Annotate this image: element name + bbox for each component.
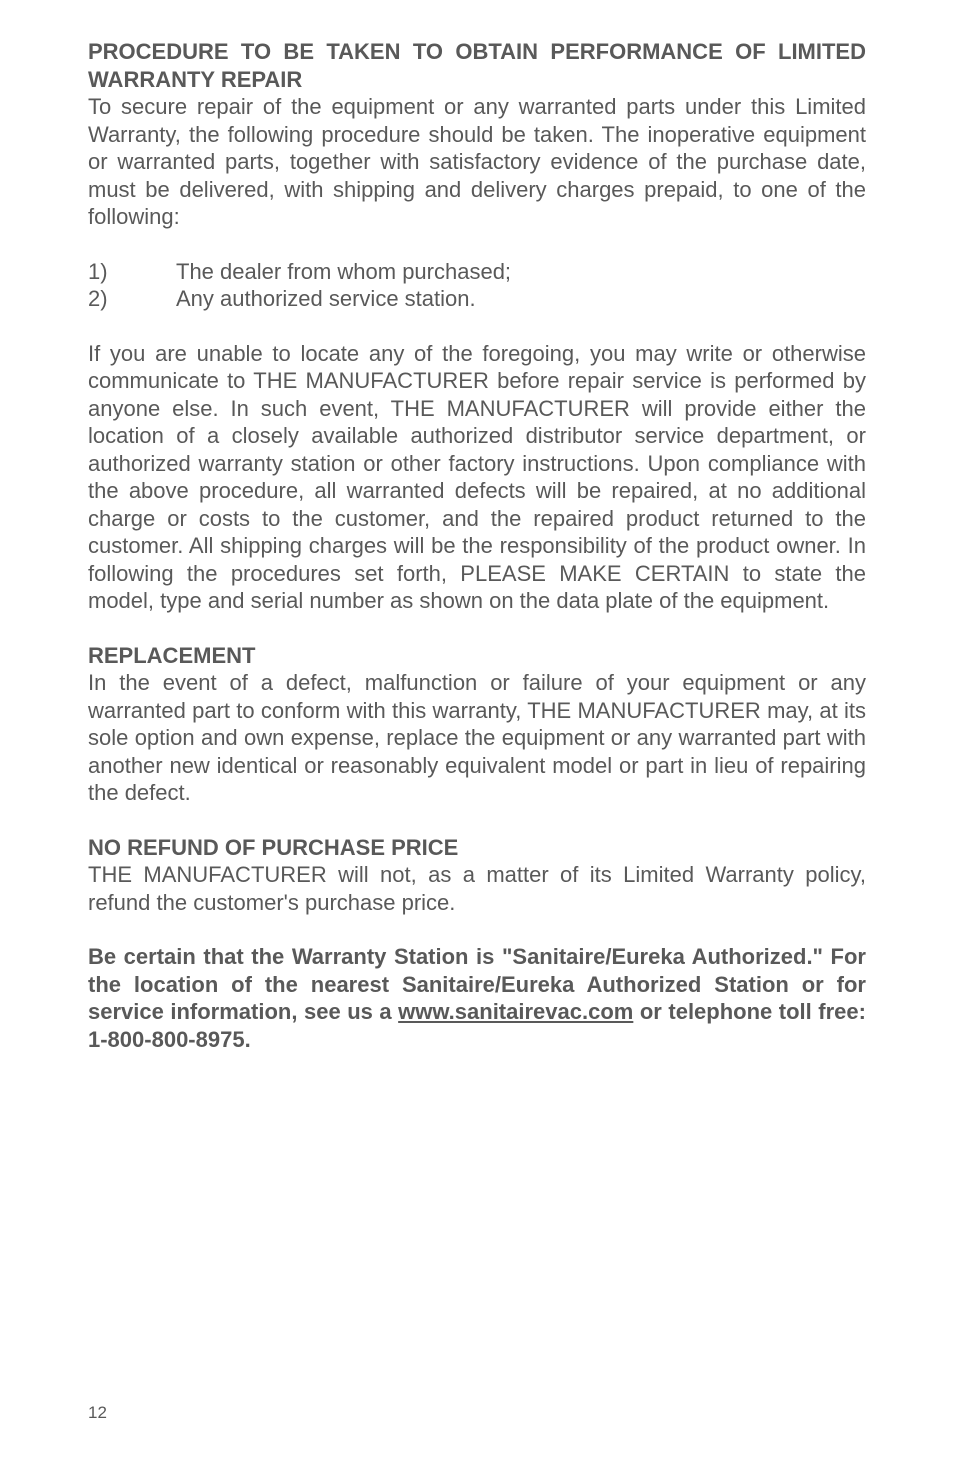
- section2-heading: REPLACEMENT: [88, 642, 866, 670]
- list-number: 1): [88, 258, 176, 286]
- section1-para1: To secure repair of the equipment or any…: [88, 93, 866, 231]
- page-number: 12: [88, 1403, 107, 1423]
- section1-para2: If you are unable to locate any of the f…: [88, 340, 866, 615]
- section4-block: Be certain that the Warranty Station is …: [88, 943, 866, 1053]
- section1-list: 1) The dealer from whom purchased; 2) An…: [88, 258, 866, 313]
- list-item: 2) Any authorized service station.: [88, 285, 866, 313]
- list-item: 1) The dealer from whom purchased;: [88, 258, 866, 286]
- section1-heading: PROCEDURE TO BE TAKEN TO OBTAIN PERFORMA…: [88, 38, 866, 93]
- list-text: Any authorized service station.: [176, 285, 866, 313]
- list-text: The dealer from whom purchased;: [176, 258, 866, 286]
- list-number: 2): [88, 285, 176, 313]
- section3-para1: THE MANUFACTURER will not, as a matter o…: [88, 861, 866, 916]
- section3-heading: NO REFUND OF PURCHASE PRICE: [88, 834, 866, 862]
- section2-para1: In the event of a defect, malfunction or…: [88, 669, 866, 807]
- section4-link: www.sanitairevac.com: [398, 999, 633, 1024]
